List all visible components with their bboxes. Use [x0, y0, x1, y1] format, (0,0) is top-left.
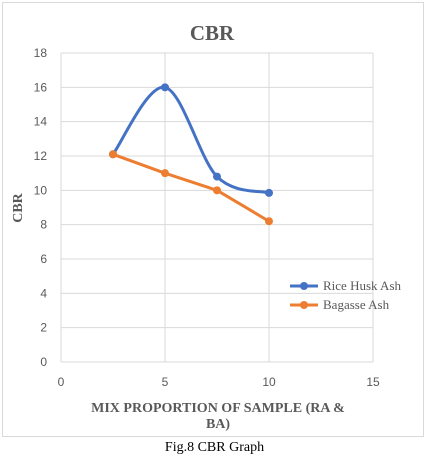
- data-point: [265, 188, 273, 197]
- tick-labels: 0 2 4 6 8 10 12 14 16 18 0 5 10 15: [34, 46, 380, 389]
- x-axis-title-line1: MIX PROPORTION OF SAMPLE (RA &: [91, 401, 345, 416]
- y-tick-label: 12: [34, 149, 48, 163]
- chart-frame: [2, 2, 424, 437]
- data-point: [213, 186, 221, 195]
- series-line-1: [112, 152, 270, 223]
- y-tick-label: 14: [34, 115, 48, 129]
- legend-swatch-marker: [300, 301, 308, 309]
- grid: [60, 52, 374, 363]
- legend-label: Bagasse Ash: [323, 297, 390, 312]
- y-tick-label: 2: [40, 321, 47, 335]
- y-tick-label: 8: [40, 218, 47, 232]
- y-tick-label: 18: [34, 46, 48, 60]
- legend: Rice Husk Ash Bagasse Ash: [290, 278, 402, 312]
- x-tick-label: 0: [58, 375, 65, 389]
- legend-swatch-marker: [300, 282, 308, 290]
- y-tick-label: 0: [40, 355, 47, 369]
- x-tick-label: 15: [366, 375, 380, 389]
- data-point: [161, 169, 169, 178]
- figure-caption: Fig.8 CBR Graph: [164, 440, 265, 455]
- data-point: [109, 150, 117, 159]
- series-layer: [109, 83, 273, 226]
- legend-label: Rice Husk Ash: [323, 278, 402, 293]
- y-axis-title: CBR: [11, 192, 26, 222]
- y-tick-label: 16: [34, 80, 48, 94]
- x-tick-label: 10: [262, 375, 276, 389]
- x-axis-title-line2: BA): [206, 417, 230, 432]
- data-point: [161, 83, 169, 92]
- y-tick-label: 6: [40, 252, 47, 266]
- x-tick-label: 5: [162, 375, 169, 389]
- chart-title: CBR: [190, 21, 235, 45]
- y-tick-label: 4: [40, 286, 47, 300]
- series-line-0: [111, 85, 270, 195]
- y-tick-label: 10: [34, 183, 48, 197]
- data-point: [213, 172, 221, 181]
- cbr-chart: CBR 0 2 4 6 8 10 12 14 16 18 0 5 10 15 CBR MIX PROPOR…: [11, 21, 402, 432]
- data-point: [265, 217, 273, 226]
